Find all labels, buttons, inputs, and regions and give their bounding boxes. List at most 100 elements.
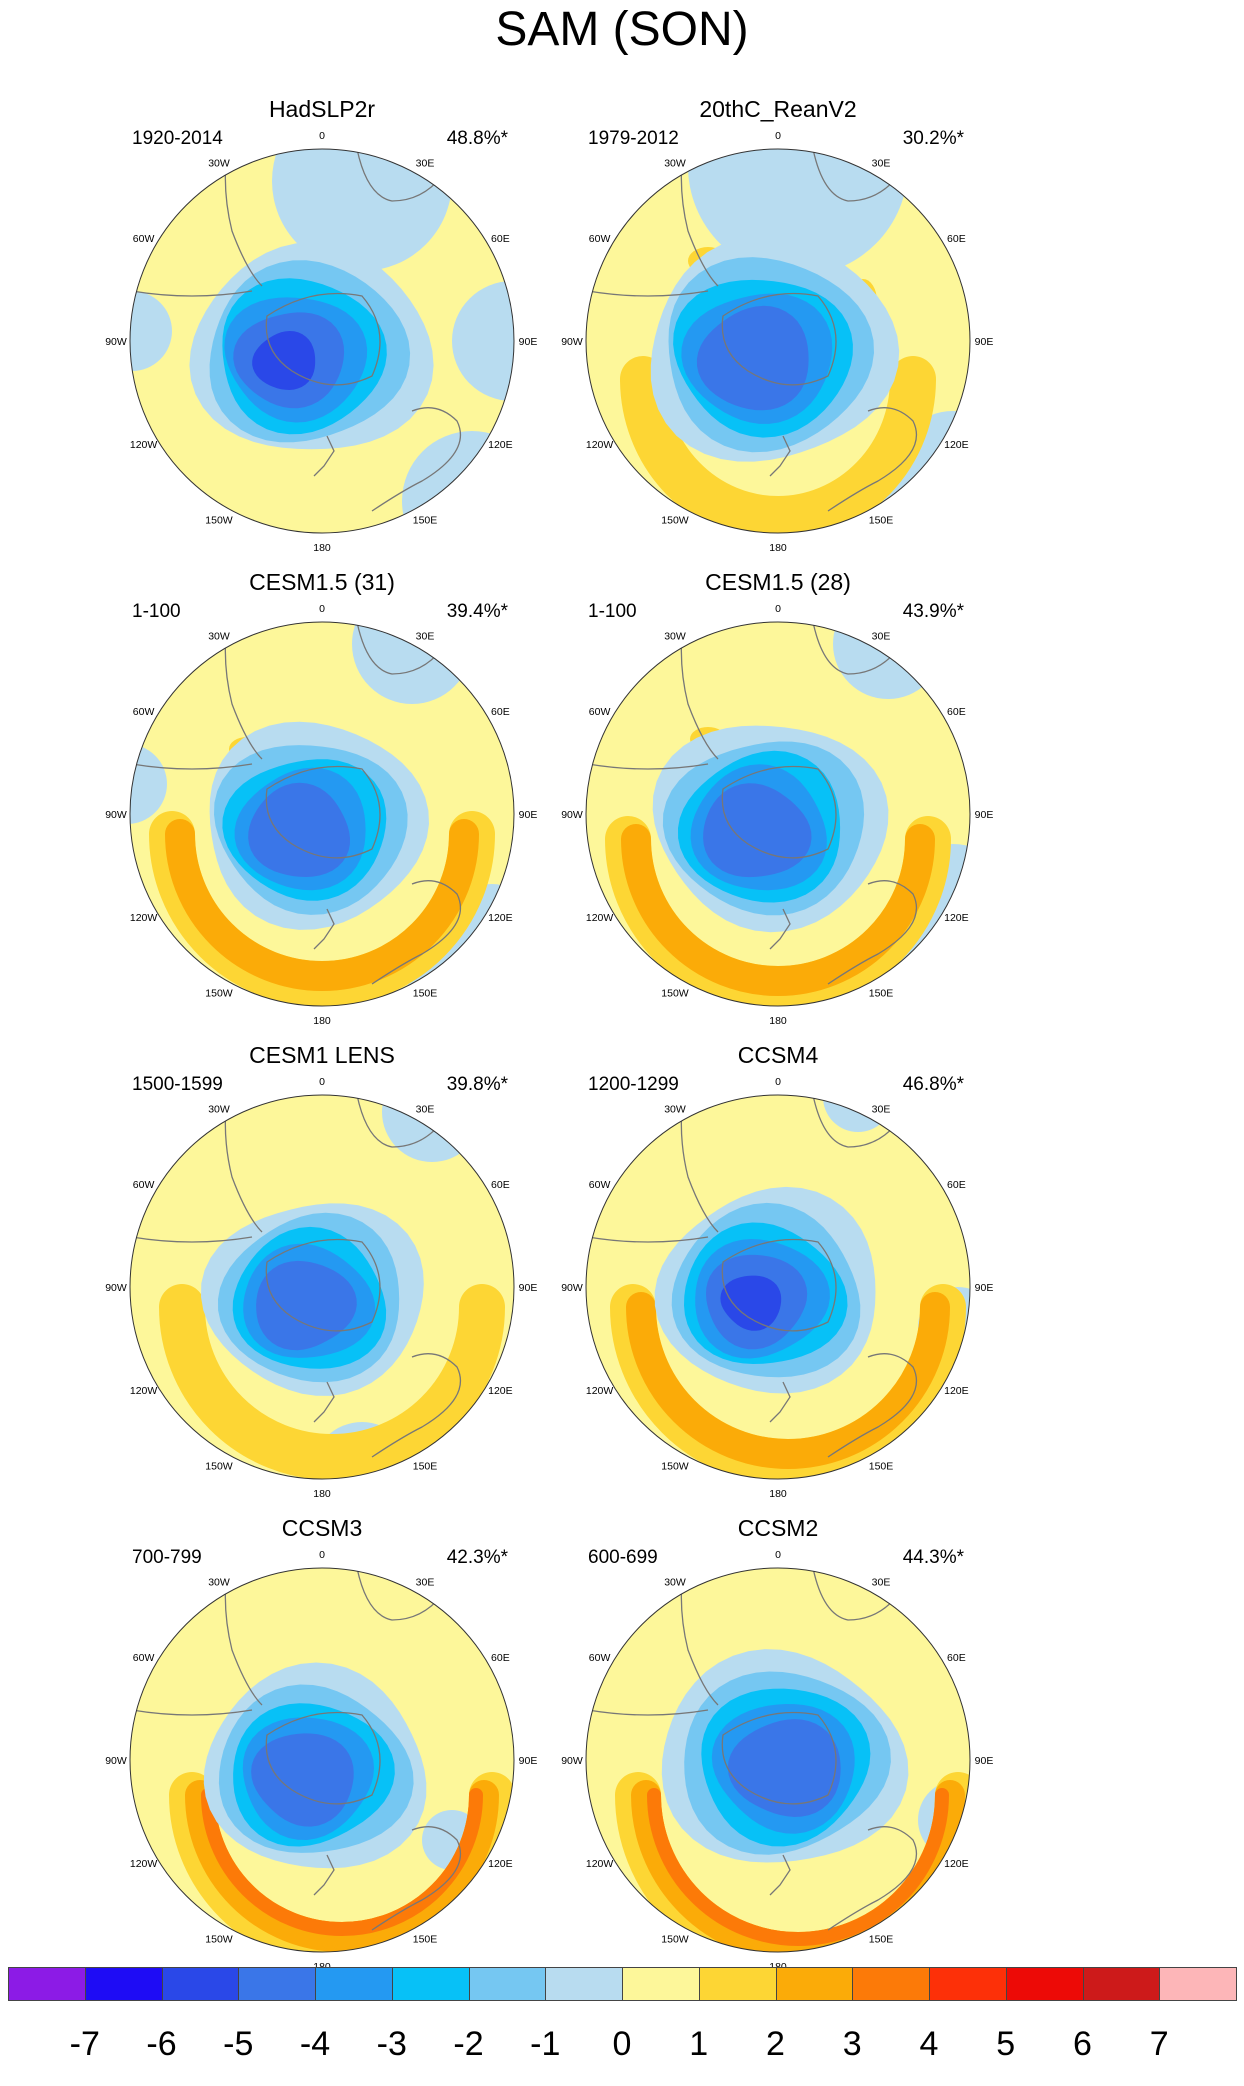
longitude-label: 150W (661, 1460, 689, 1472)
longitude-label: 150W (205, 514, 233, 526)
longitude-label: 90W (561, 336, 583, 348)
longitude-label: 30E (416, 1577, 435, 1589)
map-panel: 0 30E 60E 90E 120E 150E 180 150W 120W 90W 60W 30W 20… (548, 95, 1008, 565)
longitude-label: 150W (661, 514, 689, 526)
longitude-label: 0 (319, 130, 325, 142)
colorbar-swatch (84, 1967, 163, 2001)
colorbar-swatch (8, 1967, 86, 2001)
coastline (313, 1381, 335, 1423)
longitude-label: 0 (775, 1549, 781, 1561)
coastline (769, 1381, 791, 1423)
longitude-label: 0 (319, 1549, 325, 1561)
colorbar-label: 7 (1149, 2025, 1169, 2063)
longitude-label: 150E (869, 1460, 894, 1472)
map-boundary (585, 1567, 971, 1953)
coastline (769, 435, 791, 477)
polar-map: 0 30E 60E 90E 120E 150E 180 150W 120W 90W 60W 30W (105, 1076, 537, 1500)
coastline (812, 149, 899, 202)
longitude-label: 60E (491, 1179, 510, 1191)
longitude-label: 30E (872, 158, 891, 170)
coastline (313, 908, 335, 950)
longitude-label: 60W (589, 1652, 611, 1664)
panel-title: CCSM2 (737, 1515, 819, 1541)
coastline (371, 407, 462, 512)
colorbar-label: -3 (376, 2025, 407, 2063)
longitude-label: 150E (869, 514, 894, 526)
coastline (265, 292, 381, 386)
longitude-label: 90W (105, 336, 127, 348)
longitude-label: 60W (589, 706, 611, 718)
coastline (313, 435, 335, 477)
longitude-label: 0 (319, 603, 325, 615)
longitude-label: 120E (488, 1385, 513, 1397)
longitude-label: 120W (586, 912, 614, 924)
coastline (721, 765, 837, 859)
longitude-label: 90E (519, 809, 538, 821)
longitude-label: 30E (872, 1577, 891, 1589)
colorbar-label: -7 (69, 2025, 100, 2063)
colorbar-swatch (852, 1967, 930, 2001)
map-panel: 030E60E90E120E150E180150W120W90W60W30WCC… (548, 1514, 1008, 1984)
colorbar-label: -4 (299, 2025, 331, 2063)
colorbar-label: 3 (842, 2025, 862, 2063)
colorbar-label: 1 (689, 2025, 709, 2063)
coastline (265, 765, 381, 859)
contour-fill-negative (130, 744, 167, 824)
polar-map: 0 30E 60E 90E 120E 150E 180 150W 120W 90W 60W 30W (561, 603, 993, 1027)
longitude-label: 150E (413, 1460, 438, 1472)
colorbar-swatch (468, 1967, 547, 2001)
longitude-label: 150W (205, 1933, 233, 1945)
longitude-label: 90E (519, 1755, 538, 1767)
coastline (356, 1568, 443, 1621)
longitude-label: 180 (769, 1488, 787, 1500)
contour-fill-negative (130, 291, 172, 371)
longitude-label: 120E (488, 439, 513, 451)
longitude-label: 150W (661, 987, 689, 999)
coastline (721, 1238, 837, 1332)
longitude-label: 150W (205, 987, 233, 999)
colorbar-swatch (775, 1967, 854, 2001)
longitude-label: 180 (769, 1015, 787, 1027)
panel-years: 1920-2014 (132, 128, 223, 149)
map-panel: 0 30E 60E 90E 120E 150E 180 150W 120W 90W 60W 30W CE… (92, 1041, 552, 1511)
contour-fill-positive (159, 1284, 505, 1479)
coastline (827, 1826, 918, 1931)
coastline (356, 622, 443, 675)
colorbar-swatch (622, 1967, 700, 2001)
coastline (812, 1568, 899, 1621)
longitude-label: 60W (133, 1179, 155, 1191)
panel-variance-percent: 42.3%* (446, 1547, 508, 1568)
longitude-label: 150E (869, 987, 894, 999)
coastline (356, 149, 443, 202)
longitude-label: 90W (105, 1282, 127, 1294)
panel-years: 1-100 (132, 601, 181, 622)
longitude-label: 120E (944, 1858, 969, 1870)
colorbar-swatch (545, 1967, 623, 2001)
longitude-label: 30E (416, 1104, 435, 1116)
longitude-label: 120E (944, 1385, 969, 1397)
colorbar-label: -1 (530, 2025, 561, 2063)
longitude-label: 30W (664, 631, 686, 643)
panel-years: 1500-1599 (132, 1074, 223, 1095)
panel-years: 700-799 (132, 1547, 202, 1568)
longitude-label: 150E (413, 1933, 438, 1945)
map-boundary (585, 148, 971, 534)
panel-title: CESM1.5 (28) (705, 569, 851, 595)
longitude-label: 60E (947, 233, 966, 245)
longitude-label: 60E (947, 1652, 966, 1664)
coastline (827, 1353, 918, 1458)
longitude-label: 120E (944, 439, 969, 451)
panel-variance-percent: 30.2%* (902, 128, 964, 149)
longitude-label: 30E (416, 158, 435, 170)
polar-map: 0 30E 60E 90E 120E 150E 180 150W 120W 90W 60W 30W (105, 130, 537, 554)
longitude-label: 60W (133, 233, 155, 245)
colorbar-label: 2 (766, 2025, 785, 2063)
colorbar-swatch (238, 1967, 316, 2001)
longitude-label: 120W (130, 439, 158, 451)
longitude-label: 120W (130, 1858, 158, 1870)
longitude-label: 90W (561, 809, 583, 821)
coastline (769, 1854, 791, 1896)
contour-fill-positive (620, 356, 936, 533)
polar-map: 0 30E 60E 90E 120E 150E 180 150W 120W 90W 60W 30W (561, 130, 993, 554)
polar-map: 0 30E 60E 90E 120E 150E 180 150W 120W 90W 60W 30W (561, 1076, 993, 1500)
